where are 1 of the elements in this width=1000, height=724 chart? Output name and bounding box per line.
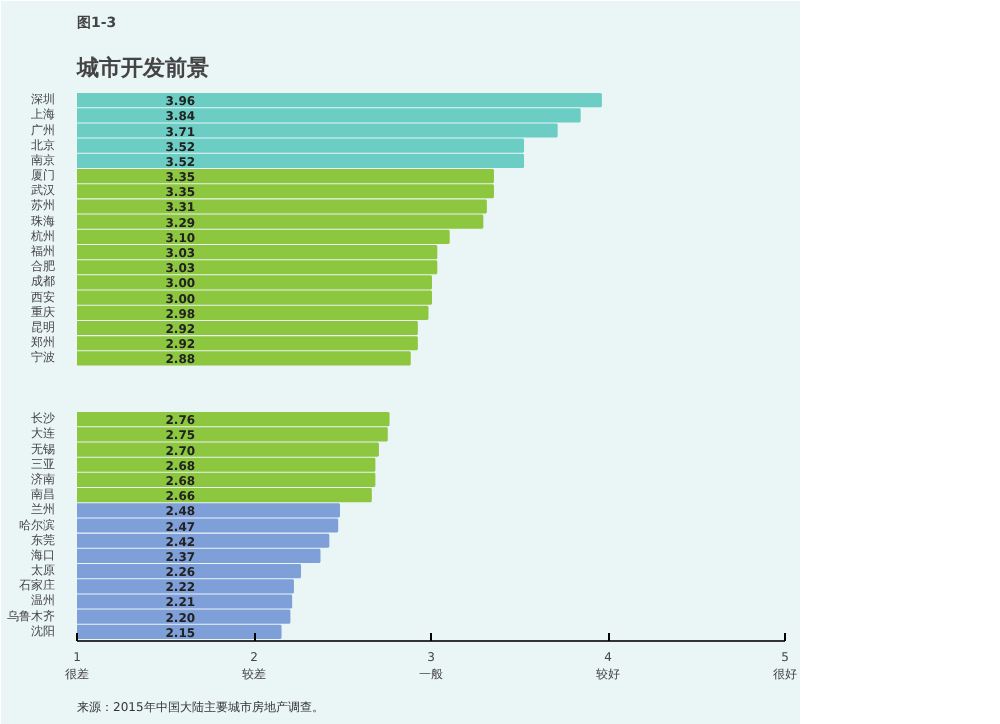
chart-title: 城市开发前景 bbox=[75, 55, 209, 81]
